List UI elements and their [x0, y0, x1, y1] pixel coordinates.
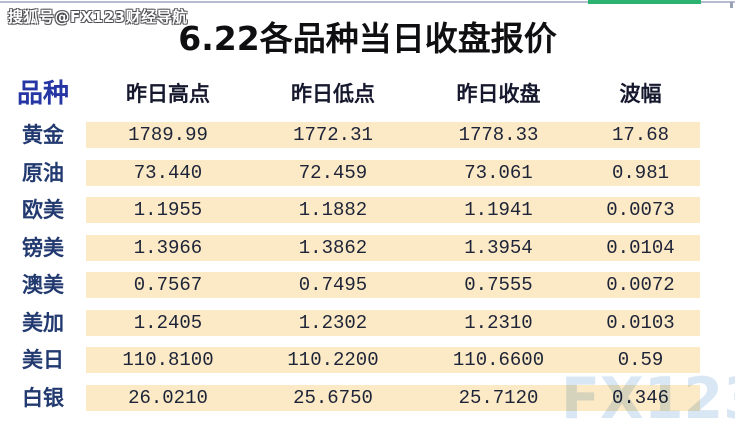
cell-prev-close: 1.2310 [464, 311, 533, 334]
cell-range: 0.0072 [606, 274, 675, 296]
cell-range: 0.0104 [606, 236, 675, 259]
cell-prev-close: 25.7120 [458, 386, 539, 409]
table-row-gold: 黄金 1789.99 1772.31 1778.33 17.68 [0, 122, 735, 148]
cell-prev-low: 110.2200 [287, 349, 379, 371]
cell-prev-low: 1.2302 [298, 311, 368, 334]
row-band: 0.7567 0.7495 0.7555 0.0072 [86, 272, 700, 298]
cell-prev-high: 0.7567 [133, 274, 203, 296]
cell-prev-low: 1772.31 [293, 124, 373, 146]
table-row-usdcad: 美加 1.2405 1.2302 1.2310 0.0103 [0, 309, 735, 336]
top-divider-line [0, 1, 735, 3]
cell-range: 0.346 [611, 386, 669, 409]
cell-prev-close: 1.1941 [464, 199, 533, 221]
cell-prev-high: 73.440 [133, 161, 203, 184]
cell-prev-low: 25.6750 [293, 386, 373, 409]
cell-range: 0.59 [617, 349, 664, 371]
fx123-logo-watermark: FX123 [561, 366, 735, 432]
row-band: 26.0210 25.6750 25.7120 0.346 [86, 384, 700, 411]
row-label: 白银 [22, 385, 64, 410]
table-row-gbpusd: 镑美 1.3966 1.3862 1.3954 0.0104 [0, 234, 735, 261]
cell-range: 17.68 [611, 124, 669, 146]
header-prev-close: 昨日收盘 [456, 82, 541, 106]
row-label: 美日 [22, 348, 64, 372]
row-label: 黄金 [22, 123, 64, 147]
cell-prev-close: 0.7555 [464, 274, 533, 296]
sohu-account-watermark: 搜狐号@FX123财经导航 [8, 8, 188, 26]
table-row-eurusd: 欧美 1.1955 1.1882 1.1941 0.0073 [0, 197, 735, 223]
cell-prev-high: 1.3966 [133, 236, 203, 259]
header-range: 波幅 [619, 82, 662, 106]
row-label: 欧美 [22, 198, 64, 222]
price-table: 品种 昨日高点 昨日低点 昨日收盘 波幅 黄金 1789.99 1772.31 … [0, 80, 735, 422]
row-band: 73.440 72.459 73.061 0.981 [86, 159, 700, 186]
cell-prev-low: 0.7495 [298, 274, 368, 296]
cell-prev-close: 73.061 [464, 161, 533, 184]
header-prev-low: 昨日低点 [291, 82, 375, 106]
row-band: 1.2405 1.2302 1.2310 0.0103 [86, 309, 700, 336]
cell-prev-high: 110.8100 [122, 349, 214, 371]
topline-end-tick [730, 2, 733, 8]
cell-prev-low: 1.1882 [298, 199, 368, 221]
row-label: 美加 [22, 310, 64, 335]
page-title: 6.22各品种当日收盘报价 [178, 19, 557, 58]
table-row-crude-oil: 原油 73.440 72.459 73.061 0.981 [0, 159, 735, 186]
table-row-usdjpy: 美日 110.8100 110.2200 110.6600 0.59 [0, 347, 735, 373]
row-band: 1.3966 1.3862 1.3954 0.0104 [86, 234, 700, 261]
row-band: 1789.99 1772.31 1778.33 17.68 [86, 122, 700, 148]
cell-prev-close: 1778.33 [458, 124, 539, 146]
row-band: 110.8100 110.2200 110.6600 0.59 [86, 347, 700, 373]
cell-prev-high: 1789.99 [128, 124, 208, 146]
cell-prev-high: 1.2405 [133, 311, 203, 334]
table-row-audusd: 澳美 0.7567 0.7495 0.7555 0.0072 [0, 272, 735, 298]
cell-prev-low: 1.3862 [298, 236, 368, 259]
cell-prev-close: 1.3954 [464, 236, 533, 259]
header-product: 品种 [16, 79, 69, 109]
cell-range: 0.981 [611, 161, 669, 184]
cell-range: 0.0103 [606, 311, 675, 334]
row-label: 镑美 [22, 235, 64, 260]
row-band: 1.1955 1.1882 1.1941 0.0073 [86, 197, 700, 223]
table-header-row: 品种 昨日高点 昨日低点 昨日收盘 波幅 [0, 80, 735, 108]
table-row-silver: 白银 26.0210 25.6750 25.7120 0.346 [0, 384, 735, 411]
green-accent-bar [588, 0, 701, 4]
cell-range: 0.0073 [606, 199, 675, 221]
cell-prev-high: 26.0210 [128, 386, 208, 409]
header-prev-high: 昨日高点 [126, 82, 210, 106]
cell-prev-high: 1.1955 [133, 199, 203, 221]
cell-prev-close: 110.6600 [452, 349, 545, 371]
cell-prev-low: 72.459 [298, 161, 368, 184]
row-label: 原油 [22, 160, 64, 185]
row-label: 澳美 [22, 273, 64, 297]
